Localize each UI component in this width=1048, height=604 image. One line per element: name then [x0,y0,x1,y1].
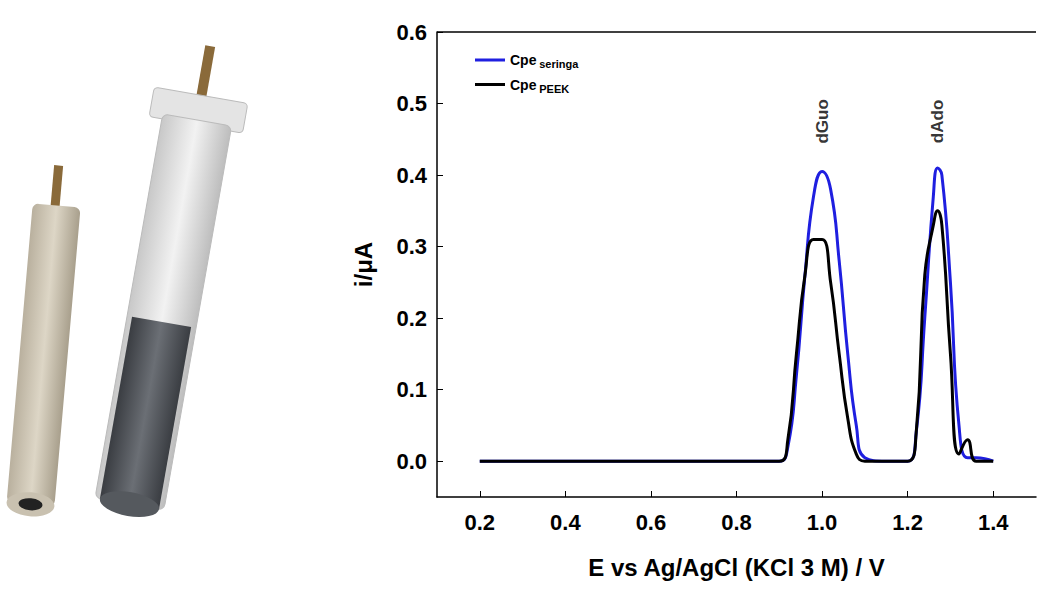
svg-text:i/μA: i/μA [350,242,377,287]
svg-text:Cpe: Cpe [510,52,537,68]
svg-text:0.2: 0.2 [396,306,427,331]
svg-text:0.1: 0.1 [396,377,427,402]
svg-text:Cpe: Cpe [510,77,537,93]
svg-text:E vs Ag/AgCl (KCl 3 M) / V: E vs Ag/AgCl (KCl 3 M) / V [588,554,884,581]
svg-text:0.4: 0.4 [550,510,581,535]
svg-text:seringa: seringa [539,58,579,70]
svg-text:1.2: 1.2 [892,510,923,535]
svg-text:0.6: 0.6 [636,510,667,535]
svg-text:PEEK: PEEK [539,83,569,95]
svg-text:1.0: 1.0 [807,510,838,535]
svg-text:0.2: 0.2 [464,510,495,535]
svg-text:0.8: 0.8 [721,510,752,535]
svg-text:0.3: 0.3 [396,234,427,259]
svg-text:0.4: 0.4 [396,163,427,188]
svg-text:dGuo: dGuo [813,99,832,143]
svg-text:dAdo: dAdo [928,100,947,143]
svg-text:0.5: 0.5 [396,91,427,116]
svg-text:0.0: 0.0 [396,449,427,474]
svg-text:0.6: 0.6 [396,20,427,45]
svg-text:1.4: 1.4 [978,510,1009,535]
